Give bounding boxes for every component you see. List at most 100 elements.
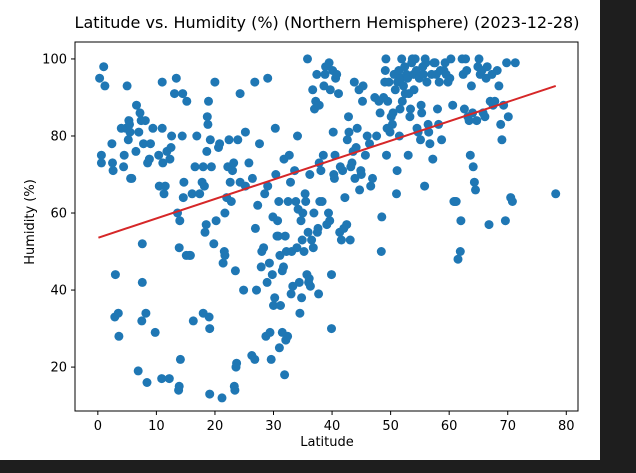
data-point [252,285,261,295]
data-point [376,247,386,256]
data-point [387,119,397,129]
data-point [263,181,273,191]
data-point [332,69,342,79]
data-point [148,123,158,133]
data-point [342,220,352,230]
data-point [137,239,147,249]
data-point [200,227,210,237]
x-tick-label: 50 [382,419,399,434]
data-point [433,104,442,114]
data-point [167,131,177,141]
y-tick-label: 60 [50,207,67,222]
data-point [496,119,506,129]
data-point [410,54,420,64]
data-point [150,327,160,337]
data-point [108,166,118,176]
data-point [250,223,260,233]
data-point [119,150,129,160]
data-point [177,131,187,141]
data-point [201,220,211,230]
data-point [160,181,170,191]
data-point [480,112,490,122]
data-point [171,73,181,83]
data-point [317,197,327,206]
data-point [166,143,176,152]
data-point [500,216,510,226]
data-point [159,189,169,199]
data-point [388,108,398,118]
data-point [469,177,479,187]
data-point [372,131,382,141]
data-point [384,77,394,87]
data-point [203,119,213,129]
data-point [448,100,458,110]
data-point [204,96,213,106]
data-point [409,85,419,95]
data-point [383,96,393,106]
data-point [325,85,335,95]
data-point [328,127,338,137]
data-point [329,173,339,183]
data-point [327,324,336,334]
data-point [453,254,463,264]
data-point [347,158,357,168]
data-point [314,100,324,110]
data-point [107,139,117,149]
data-point [202,146,212,156]
data-point [202,112,212,122]
chart-title: Latitude vs. Humidity (%) (Northern Hemi… [75,13,580,32]
data-point [406,104,415,114]
data-point [267,270,277,280]
data-point [205,389,215,399]
data-point [472,116,482,126]
data-point [303,227,313,237]
data-point [220,208,230,218]
data-point [113,308,123,318]
data-point [210,77,220,87]
y-tick-label: 20 [50,361,67,376]
data-point [362,131,372,141]
data-point [154,150,164,160]
data-point [313,223,323,233]
data-point [225,177,235,187]
data-point [358,81,368,91]
data-point [174,381,184,391]
data-point [260,189,270,199]
data-point [395,104,405,114]
data-point [228,166,237,176]
data-point [195,189,205,199]
figure: Latitude vs. Humidity (%) (Northern Hemi… [0,0,600,460]
data-point [294,277,304,287]
plot-frame [74,41,579,412]
data-point [174,243,184,253]
data-point [416,135,425,145]
data-point [340,193,350,203]
data-point [247,173,257,183]
data-point [416,100,426,110]
data-point [192,131,202,141]
data-point [229,158,239,168]
data-point [510,58,520,68]
data-point [304,274,314,283]
data-point [392,166,402,176]
data-point [292,243,302,253]
data-point [336,235,346,245]
data-point [297,235,307,245]
data-point [295,308,305,318]
data-point [273,216,283,226]
data-point [99,62,109,72]
regression-layer [98,84,557,239]
data-point [497,135,507,145]
data-point [459,104,469,114]
data-point [190,162,200,172]
data-point [122,81,132,91]
data-point [308,243,318,253]
data-point [305,170,315,179]
data-point [224,135,234,145]
data-point [318,150,328,160]
data-point [259,243,269,253]
data-point [356,170,366,179]
data-point [132,100,141,110]
x-axis-label: Latitude [300,435,354,450]
data-point [381,54,391,64]
